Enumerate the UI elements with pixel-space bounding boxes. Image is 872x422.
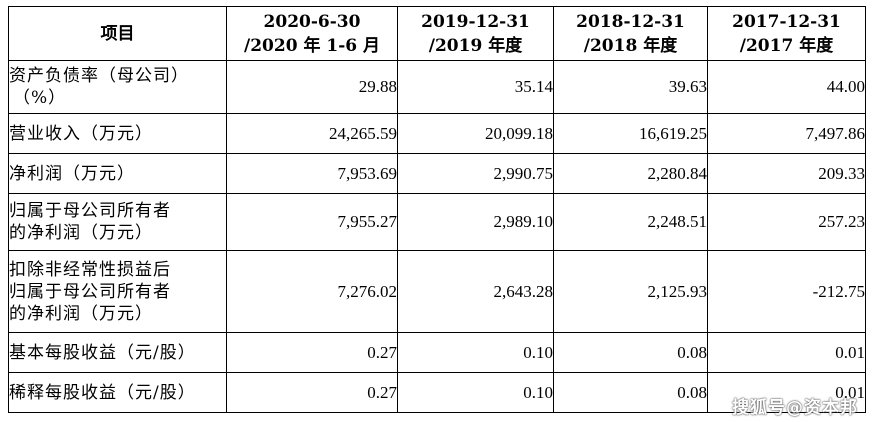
row-label-line: （%） bbox=[13, 88, 67, 108]
row-label-basic-eps: 基本每股收益（元/股） bbox=[8, 332, 227, 373]
header-col-2020h1-line2: /2020 年 1-6 月 bbox=[244, 35, 380, 56]
table-cell: 2,125.93 bbox=[553, 250, 708, 333]
table-cell: 0.01 bbox=[707, 332, 866, 373]
table-cell: 35.14 bbox=[397, 60, 554, 114]
row-label-line: 归属于母公司所有者 bbox=[9, 201, 171, 221]
row-label-adjusted-net-profit: 扣除非经常性损益后 归属于母公司所有者 的净利润（万元） bbox=[8, 250, 227, 333]
row-label-line: 基本每股收益（元/股） bbox=[9, 342, 196, 363]
table-row: 营业收入（万元） 24,265.59 20,099.18 16,619.25 7… bbox=[8, 113, 866, 154]
header-col-2019-line1: 2019-12-31 bbox=[421, 11, 530, 32]
table-cell: 0.01 bbox=[707, 372, 866, 413]
row-label-line: 净利润（万元） bbox=[9, 163, 135, 184]
row-label-line: 的净利润（万元） bbox=[9, 223, 153, 243]
table-cell: 39.63 bbox=[553, 60, 708, 114]
table-cell: 2,248.51 bbox=[553, 193, 708, 251]
header-col-2019-line2: /2019 年度 bbox=[428, 35, 523, 56]
header-col-2018-line2: /2018 年度 bbox=[583, 35, 678, 56]
table-cell: 0.08 bbox=[553, 372, 708, 413]
table-cell: 2,989.10 bbox=[397, 193, 554, 251]
table-row: 扣除非经常性损益后 归属于母公司所有者 的净利润（万元） 7,276.02 2,… bbox=[8, 250, 866, 333]
header-item: 项目 bbox=[8, 6, 227, 61]
table-cell: 20,099.18 bbox=[397, 113, 554, 154]
header-col-2017-line1: 2017-12-31 bbox=[732, 11, 841, 32]
table-cell: 7,497.86 bbox=[707, 113, 866, 154]
table-cell: 0.10 bbox=[397, 332, 554, 373]
table-cell: 7,955.27 bbox=[226, 193, 398, 251]
row-label-line: 营业收入（万元） bbox=[9, 123, 153, 144]
table-cell: 0.27 bbox=[226, 372, 398, 413]
table-row: 资产负债率（母公司） （%） 29.88 35.14 39.63 44.00 bbox=[8, 60, 866, 114]
table-cell: 2,990.75 bbox=[397, 153, 554, 194]
header-col-2018-line1: 2018-12-31 bbox=[576, 11, 685, 32]
sohu-watermark: 搜狐号@资本邦 bbox=[732, 398, 858, 418]
row-label-line: 的净利润（万元） bbox=[9, 303, 153, 324]
table-cell: 2,643.28 bbox=[397, 250, 554, 333]
table-cell: 24,265.59 bbox=[226, 113, 398, 154]
table-cell: 2,280.84 bbox=[553, 153, 708, 194]
row-label-net-profit: 净利润（万元） bbox=[8, 153, 227, 194]
table-cell: 209.33 bbox=[707, 153, 866, 194]
table-cell: 16,619.25 bbox=[553, 113, 708, 154]
table-cell: 0.27 bbox=[226, 332, 398, 373]
header-col-2017: 2017-12-31 /2017 年度 bbox=[707, 6, 866, 61]
table-cell: 44.00 bbox=[707, 60, 866, 114]
row-label-revenue: 营业收入（万元） bbox=[8, 113, 227, 154]
header-col-2020h1-line1: 2020-6-30 bbox=[263, 11, 361, 32]
table-row: 基本每股收益（元/股） 0.27 0.10 0.08 0.01 bbox=[8, 332, 866, 373]
table-cell: 0.08 bbox=[553, 332, 708, 373]
row-label-attributable-net-profit: 归属于母公司所有者 的净利润（万元） bbox=[8, 193, 227, 251]
row-label-diluted-eps: 稀释每股收益（元/股） bbox=[8, 372, 227, 413]
row-label-line: 归属于母公司所有者 bbox=[9, 281, 171, 302]
header-col-2019: 2019-12-31 /2019 年度 bbox=[397, 6, 554, 61]
table-cell: 0.10 bbox=[397, 372, 554, 413]
table-header-row: 项目 2020-6-30 /2020 年 1-6 月 2019-12-31 /2… bbox=[8, 6, 866, 61]
table-row: 净利润（万元） 7,953.69 2,990.75 2,280.84 209.3… bbox=[8, 153, 866, 194]
header-col-2020h1: 2020-6-30 /2020 年 1-6 月 bbox=[226, 6, 398, 61]
row-label-line: 资产负债率（母公司） bbox=[9, 66, 189, 86]
table-cell: 7,276.02 bbox=[226, 250, 398, 333]
table-cell: 7,953.69 bbox=[226, 153, 398, 194]
header-col-2017-line2: /2017 年度 bbox=[739, 35, 834, 56]
row-label-line: 稀释每股收益（元/股） bbox=[9, 382, 196, 403]
table-row: 归属于母公司所有者 的净利润（万元） 7,955.27 2,989.10 2,2… bbox=[8, 193, 866, 251]
row-label-debt-ratio: 资产负债率（母公司） （%） bbox=[8, 60, 227, 114]
header-col-2018: 2018-12-31 /2018 年度 bbox=[553, 6, 708, 61]
table-row: 稀释每股收益（元/股） 0.27 0.10 0.08 0.01 bbox=[8, 372, 866, 413]
table-cell: 257.23 bbox=[707, 193, 866, 251]
financial-indicators-table: 项目 2020-6-30 /2020 年 1-6 月 2019-12-31 /2… bbox=[8, 6, 866, 413]
table-cell: -212.75 bbox=[707, 250, 866, 333]
row-label-line: 扣除非经常性损益后 bbox=[9, 259, 171, 280]
table-cell: 29.88 bbox=[226, 60, 398, 114]
